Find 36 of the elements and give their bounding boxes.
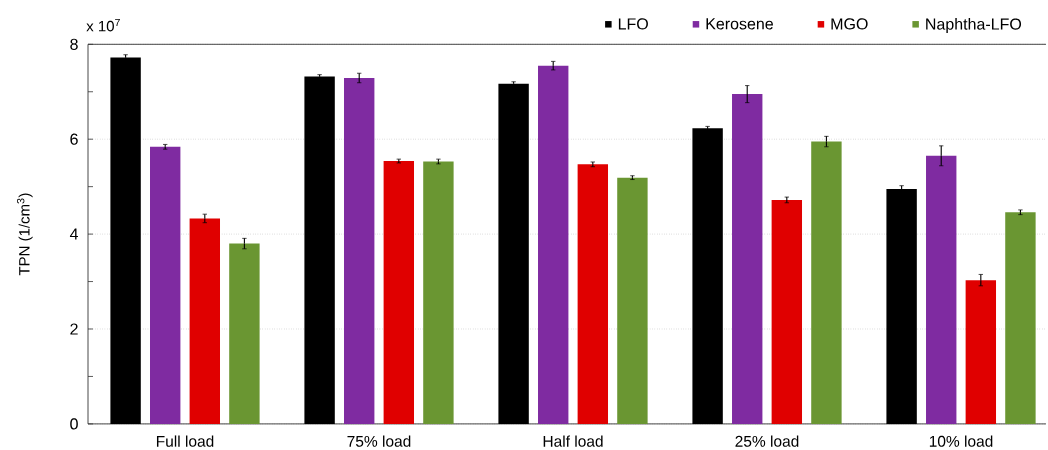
bar xyxy=(577,164,609,424)
y-tick-label: 6 xyxy=(70,133,78,145)
x-tick-label: Half load xyxy=(543,435,603,447)
legend-label: Naphtha-LFO xyxy=(926,18,1022,33)
bar xyxy=(886,189,917,424)
bar xyxy=(229,243,260,424)
bar xyxy=(811,141,842,424)
bar xyxy=(344,77,375,424)
bar xyxy=(110,57,141,424)
bar xyxy=(150,146,181,424)
y-tick-label: 2 xyxy=(70,323,78,335)
bar xyxy=(498,83,529,424)
bar xyxy=(383,161,415,424)
bar xyxy=(692,128,723,424)
bar xyxy=(965,280,997,424)
bar xyxy=(732,94,763,424)
x-tick-label: 10% load xyxy=(929,435,993,447)
y-tick-label: 8 xyxy=(70,38,78,50)
bar xyxy=(771,199,803,424)
x-tick-label: 25% load xyxy=(735,435,799,447)
legend-label: Kerosene xyxy=(706,18,773,30)
y-axis-title: TPN (1/cm$^{3}$) xyxy=(16,193,33,276)
bar xyxy=(538,65,569,424)
legend-label: MGO xyxy=(831,18,868,30)
text: x 10$^{7}$ xyxy=(86,18,120,32)
x-tick-label: 75% load xyxy=(347,435,411,447)
legend-label: LFO xyxy=(618,18,648,30)
bar xyxy=(304,76,335,424)
bar xyxy=(189,218,220,424)
bar xyxy=(423,161,454,424)
bar xyxy=(926,155,957,424)
x-tick-label: Full load xyxy=(156,435,214,447)
y-tick-label: 4 xyxy=(69,228,79,240)
y-tick-label: 0 xyxy=(70,418,78,430)
bar xyxy=(1005,212,1036,424)
bar xyxy=(617,177,648,424)
